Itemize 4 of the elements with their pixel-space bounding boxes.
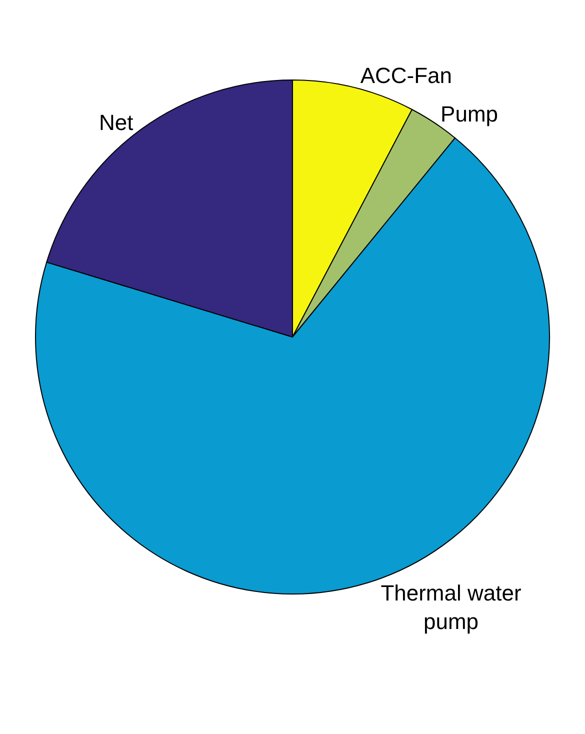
slice-label: Pump [440,101,498,126]
slice-label: Thermal water pump [380,580,522,634]
slice-label: ACC-Fan [360,63,452,88]
slice-label: Net [98,110,134,135]
